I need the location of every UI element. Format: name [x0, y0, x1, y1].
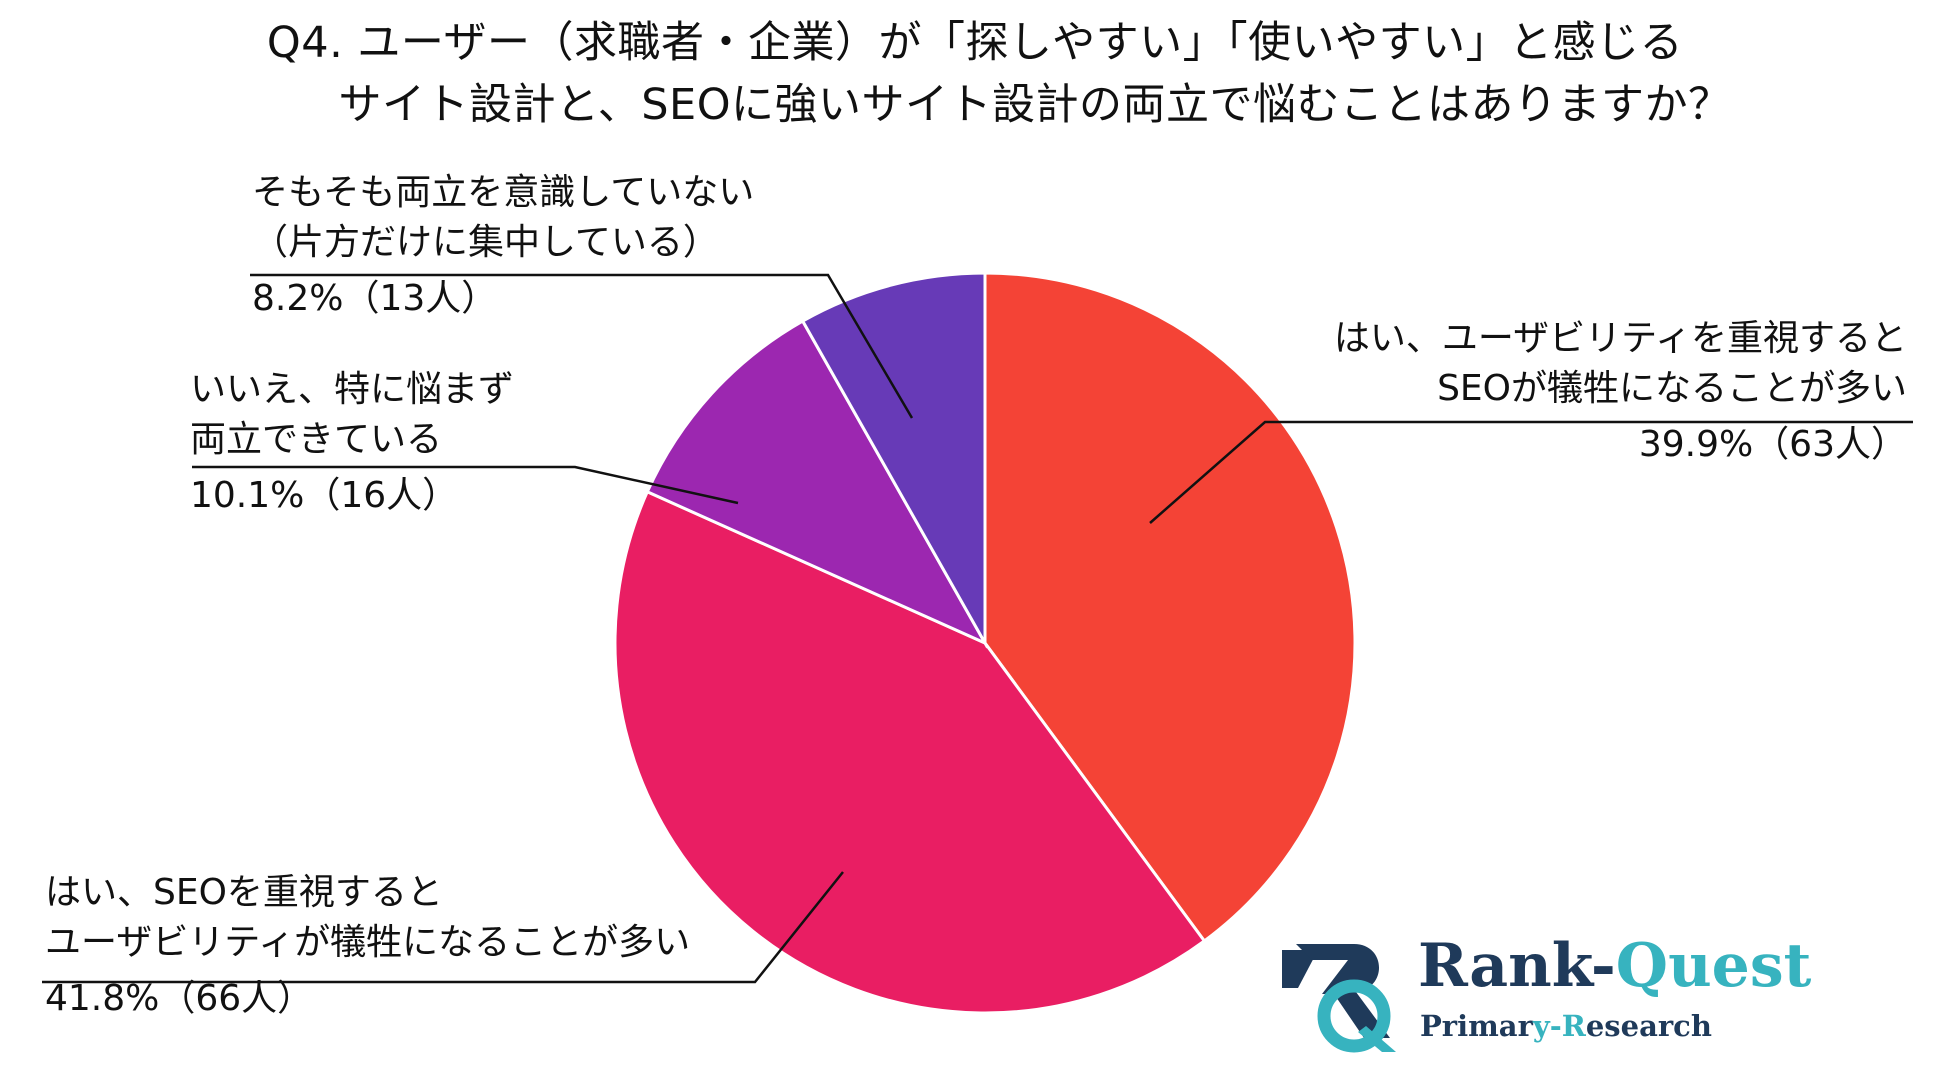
slice-label-line: そもそも両立を意識していない: [252, 172, 755, 213]
pie-slice-yes-seo: [613, 489, 1207, 1015]
slice-label-line: 両立できている: [190, 419, 443, 460]
pie-slice-no-balanced: [645, 318, 989, 647]
slice-value-label: 41.8%（66人）: [45, 978, 314, 1019]
slice-label-not-conscious: そもそも両立を意識していない （片方だけに集中している） 8.2%（13人）: [252, 168, 754, 324]
leader-lines: [42, 273, 1913, 984]
pie-slice-not-conscious: [800, 271, 987, 649]
slice-label-line: ユーザビリティが犠牲になることが多い: [45, 922, 691, 963]
rank-quest-logo: Rank-Quest Primary-Research: [1278, 930, 1811, 1055]
leader-line: [192, 465, 739, 505]
slice-value-label: 10.1%（16人）: [190, 475, 459, 516]
rank-quest-logo-mark-icon: [1282, 944, 1396, 1053]
logo-subtitle-part: Primar: [1420, 1009, 1533, 1043]
slice-label-yes-seo: はい、SEOを重視すると ユーザビリティが犠牲になることが多い 41.8%（66…: [45, 868, 690, 1024]
slice-label-line: はい、ユーザビリティを重視すると: [1333, 318, 1907, 359]
chart-title-line-1: Q4. ユーザー（求職者・企業）が「探しやすい」「使いやすい」と感じる: [266, 18, 1684, 68]
leader-line: [42, 871, 844, 984]
slice-label-no-balanced: いいえ、特に悩まず 両立できている 10.1%（16人）: [190, 365, 514, 521]
slice-label-line: はい、SEOを重視すると: [45, 872, 443, 913]
slice-value-label: 39.9%（63人）: [1638, 424, 1907, 465]
leader-line: [250, 273, 914, 419]
logo-name: Rank-Quest: [1418, 930, 1811, 1002]
logo-subtitle-part: esearch: [1585, 1009, 1712, 1043]
logo-subtitle-part: y-R: [1532, 1009, 1586, 1043]
chart-title: Q4. ユーザー（求職者・企業）が「探しやすい」「使いやすい」と感じる サイト設…: [0, 12, 1950, 136]
logo-name-part: Quest: [1615, 931, 1812, 1001]
leader-line: [1149, 420, 1913, 524]
logo-subtitle: Primary-Research: [1420, 1008, 1712, 1044]
chart-title-line-2: サイト設計と、SEOに強いサイト設計の両立で悩むことはありますか？: [338, 80, 1732, 130]
pie-slice-yes-usability: [983, 271, 1357, 944]
slice-label-line: （片方だけに集中している）: [252, 222, 719, 263]
logo-name-part: Rank-: [1418, 931, 1616, 1001]
slice-label-line: いいえ、特に悩まず: [190, 369, 515, 410]
slice-label-line: SEOが犠牲になることが多い: [1437, 368, 1907, 409]
pie-slices: [613, 271, 1357, 1015]
slice-label-yes-usability: はい、ユーザビリティを重視すると SEOが犠牲になることが多い 39.9%（63…: [1334, 314, 1907, 470]
slice-value-label: 8.2%（13人）: [252, 278, 498, 319]
